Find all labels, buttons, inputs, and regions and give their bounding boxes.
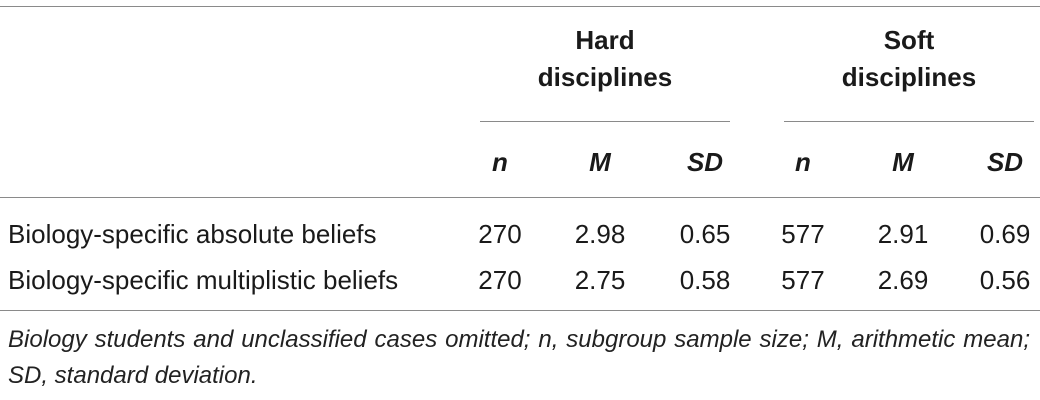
- subheader-hard-m: M: [589, 147, 611, 177]
- subheader-hard-n: n: [492, 147, 508, 177]
- cell-multiplistic-soft-n: 577: [781, 265, 825, 295]
- cell-absolute-hard-n: 270: [478, 219, 522, 249]
- table-footnote: Biology students and unclassified cases …: [8, 326, 1030, 389]
- cell-absolute-soft-m: 2.91: [877, 219, 929, 249]
- group-header-soft-line1: Soft: [883, 25, 935, 55]
- group-header-hard-line1: Hard: [575, 25, 635, 55]
- table-bottom-rule: [0, 310, 1040, 311]
- group-rule-soft: [784, 121, 1034, 122]
- table-top-rule: [0, 6, 1040, 7]
- row-label-absolute: Biology-specific absolute beliefs: [8, 219, 377, 249]
- cell-multiplistic-soft-sd: 0.56: [979, 265, 1031, 295]
- subheader-soft-m: M: [892, 147, 914, 177]
- cell-absolute-soft-sd: 0.69: [979, 219, 1031, 249]
- cell-absolute-hard-m: 2.98: [574, 219, 626, 249]
- subheader-soft-n: n: [795, 147, 811, 177]
- cell-multiplistic-hard-n: 270: [478, 265, 522, 295]
- subheader-hard-sd: SD: [686, 147, 724, 177]
- header-bottom-rule: [0, 197, 1040, 198]
- group-header-hard: Hard disciplines: [480, 22, 730, 96]
- group-header-soft-line2: disciplines: [841, 62, 977, 92]
- cell-multiplistic-soft-m: 2.69: [877, 265, 929, 295]
- group-header-soft: Soft disciplines: [784, 22, 1034, 96]
- cell-absolute-soft-n: 577: [781, 219, 825, 249]
- group-rule-hard: [480, 121, 730, 122]
- subheader-soft-sd: SD: [986, 147, 1024, 177]
- cell-multiplistic-hard-m: 2.75: [574, 265, 626, 295]
- cell-multiplistic-hard-sd: 0.58: [679, 265, 731, 295]
- cell-absolute-hard-sd: 0.65: [679, 219, 731, 249]
- row-label-multiplistic: Biology-specific multiplistic beliefs: [8, 265, 399, 295]
- group-header-hard-line2: disciplines: [537, 62, 673, 92]
